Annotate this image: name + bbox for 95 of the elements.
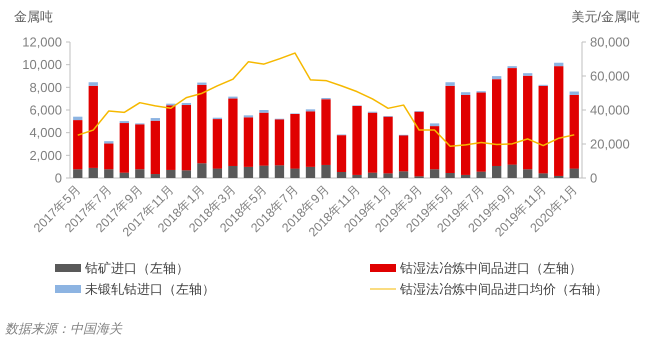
bar [228,166,238,178]
y-tick-label: 2,000 [29,148,62,163]
bar [104,144,114,170]
bar [538,173,548,178]
bar [460,92,470,95]
bar [508,164,517,178]
bar [523,76,532,170]
y-tick-label: 10,000 [22,57,62,72]
bar [150,174,160,178]
bar [88,168,98,178]
bar [104,169,114,178]
y-tick-label: 6,000 [29,102,62,118]
bar [414,112,424,176]
y-tick-label: 8,000 [29,80,62,95]
bar [476,92,486,172]
bar [73,120,82,170]
bar [88,86,98,168]
bar [476,172,486,178]
bar [259,166,269,178]
y2-tick-label: 20,000 [590,136,630,152]
bar [430,123,440,126]
bar [182,102,192,106]
bar [430,126,440,170]
legend-label: 钴湿法冶炼中间品进口（左轴） [399,260,582,276]
bar [244,117,254,167]
bar [197,163,207,178]
bar [244,166,254,178]
bar [88,82,98,86]
bar [336,135,346,172]
bar [150,118,160,121]
bar [352,106,362,175]
bar [306,166,316,178]
legend-label: 钴湿法冶炼中间品进口均价（右轴） [399,282,608,296]
bar [492,76,502,80]
bar [290,114,300,169]
bar [460,174,470,178]
bar [538,86,548,174]
y2-tick-label: 40,000 [590,102,630,118]
y2-tick-label: 80,000 [590,34,630,50]
bar [352,174,362,178]
y-tick-label: 4,000 [29,125,62,140]
bar [212,119,222,169]
bar [104,141,114,144]
bar [150,120,160,174]
bar [445,173,455,178]
bar [166,105,176,170]
bar [73,116,82,120]
y-tick-label: 0 [54,170,62,186]
bar [321,164,331,178]
bar [274,119,284,166]
y-tick-label: 12,000 [22,34,62,50]
bar [554,66,564,176]
bar [321,99,331,165]
bar [523,169,532,178]
legend-label: 钴矿进口（左轴） [84,260,189,276]
bar [228,98,238,166]
bar [398,136,408,172]
bar [383,173,393,178]
y2-tick-label: 0 [590,170,598,186]
y-axis-title: 金属吨 [14,9,53,24]
bar [508,68,517,165]
bar [290,168,300,178]
bar [383,116,393,174]
bar [368,112,378,173]
bar [135,124,144,170]
source-note: 数据来源：中国海关 [5,321,123,336]
bar [570,94,579,169]
bar [212,168,222,178]
bar [73,169,82,178]
bar [492,166,502,178]
bar [182,170,192,178]
bar [120,123,129,173]
y2-axis-title: 美元/金属吨 [571,9,640,24]
bar [135,169,144,178]
bar [120,172,129,178]
bar [336,172,346,178]
bar [368,172,378,178]
bar [398,171,408,178]
bar [570,168,579,178]
y2-tick-label: 60,000 [590,68,630,84]
bar [492,79,502,166]
bar [166,170,176,178]
bar [570,92,579,95]
bar [197,84,207,164]
bar [259,112,269,166]
bar [430,169,440,178]
bar [445,82,455,86]
bar [554,62,564,66]
legend-label: 未锻轧钴进口（左轴） [85,282,215,296]
bar [306,111,316,167]
bar [274,165,284,178]
bar [523,73,532,76]
bar [445,86,455,174]
bar [182,105,192,170]
bar [460,94,470,175]
